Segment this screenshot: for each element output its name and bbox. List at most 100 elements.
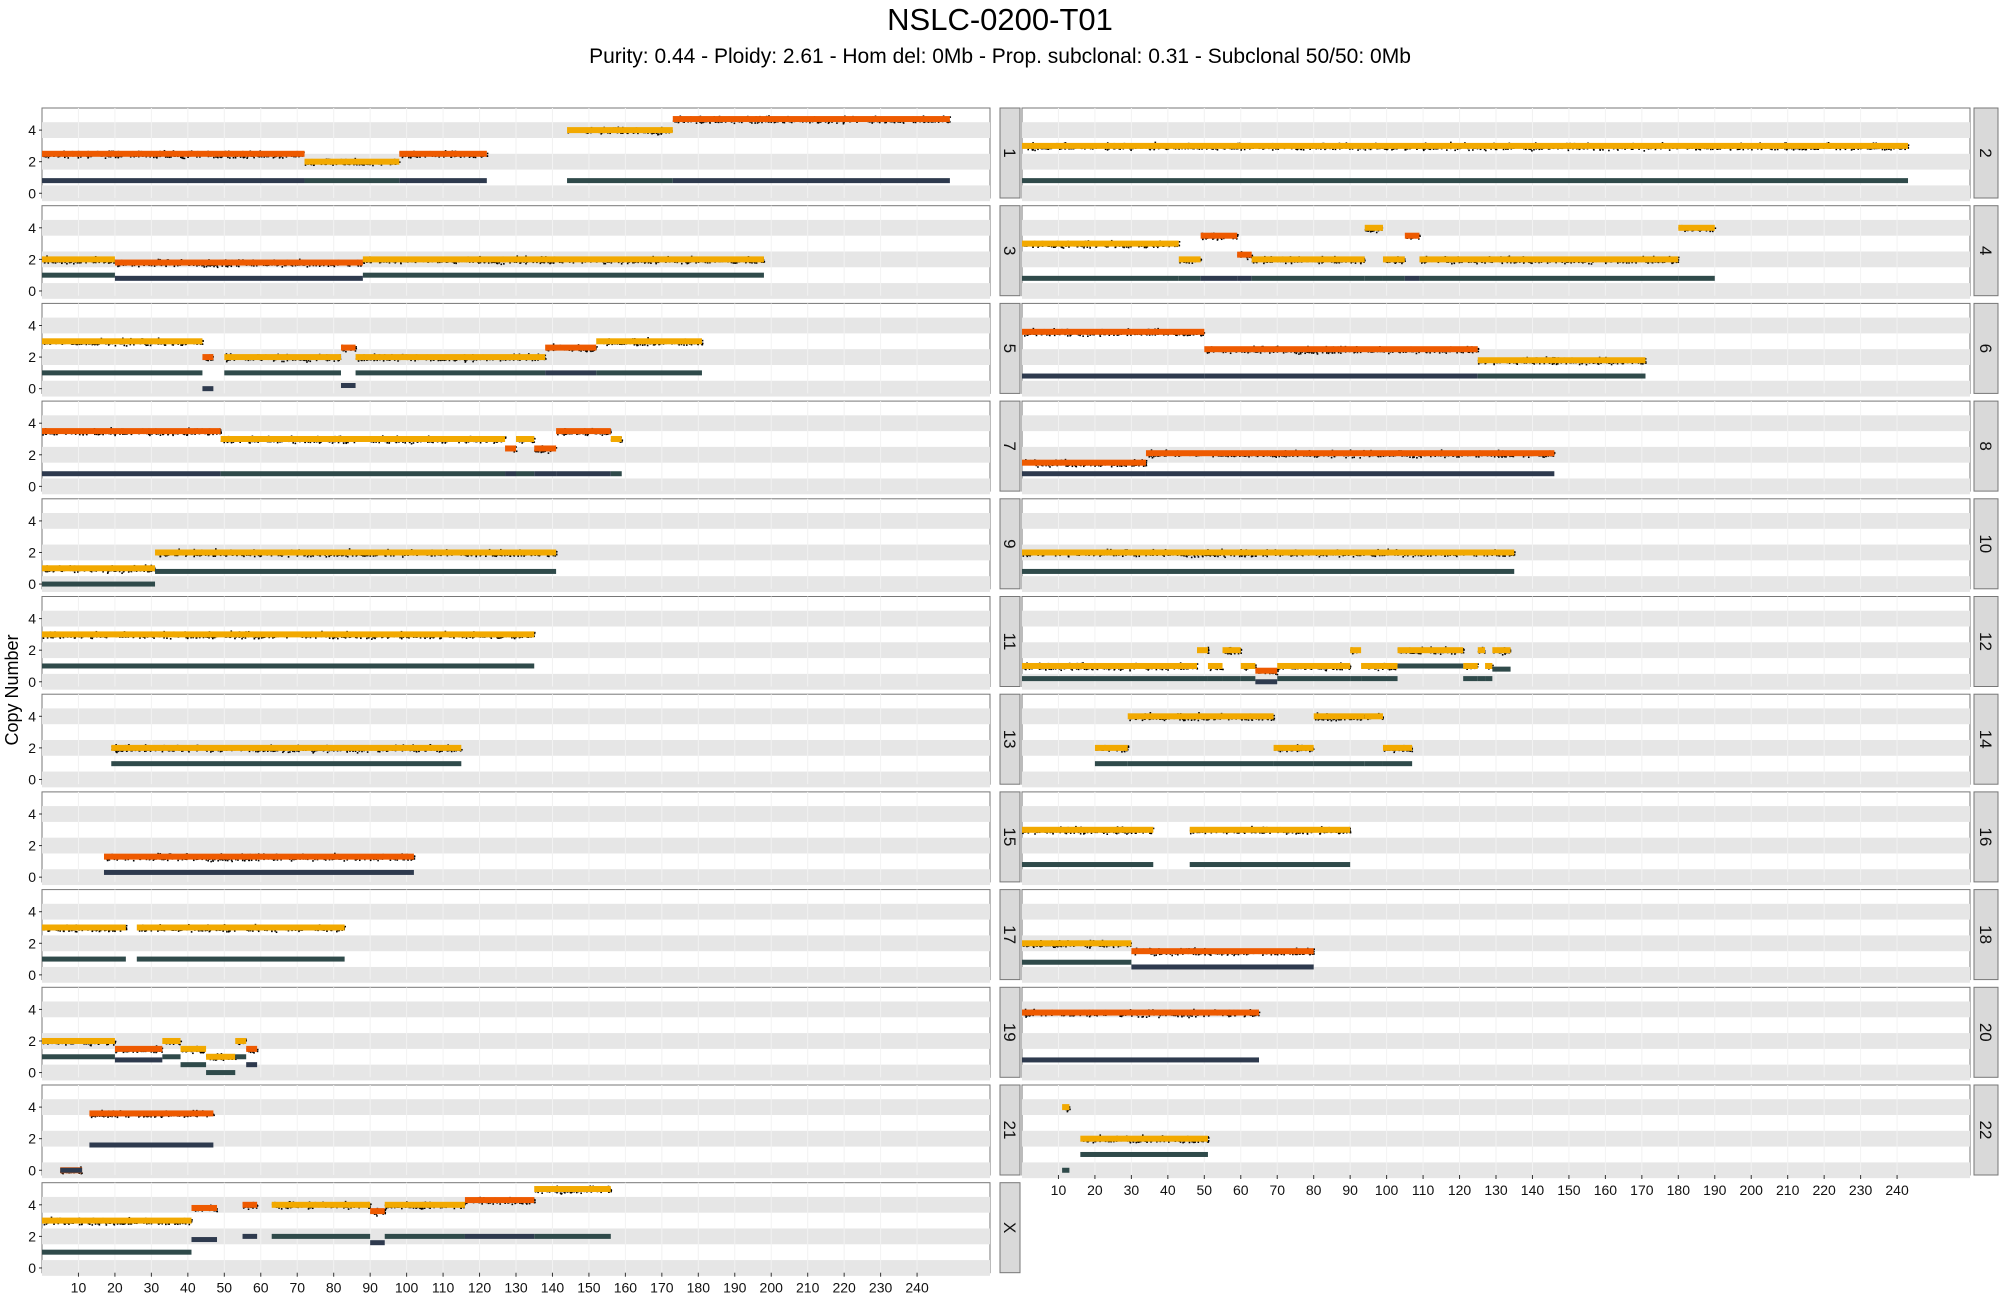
data-point bbox=[828, 121, 831, 123]
data-point bbox=[409, 156, 412, 159]
data-point bbox=[47, 156, 50, 159]
data-point bbox=[1839, 148, 1842, 151]
data-point bbox=[234, 156, 237, 159]
data-point bbox=[885, 121, 888, 124]
data-point bbox=[768, 115, 770, 117]
data-point bbox=[1058, 148, 1061, 150]
data-point bbox=[1786, 148, 1788, 150]
data-point bbox=[1802, 148, 1805, 150]
data-point bbox=[416, 156, 419, 158]
chromosome-label: 1 bbox=[1000, 148, 1019, 157]
data-point bbox=[695, 122, 698, 124]
data-point bbox=[1716, 148, 1719, 150]
data-point bbox=[1661, 142, 1664, 144]
data-point bbox=[782, 121, 784, 124]
data-point bbox=[1699, 148, 1702, 151]
data-point bbox=[791, 121, 793, 124]
data-point bbox=[1643, 150, 1646, 152]
data-point bbox=[773, 121, 776, 124]
data-point bbox=[1850, 149, 1853, 151]
data-point bbox=[117, 156, 120, 159]
data-point bbox=[1456, 148, 1459, 151]
data-point bbox=[163, 149, 166, 152]
data-point bbox=[304, 164, 307, 166]
data-point bbox=[155, 156, 157, 158]
data-point bbox=[164, 156, 167, 158]
data-point bbox=[609, 132, 611, 135]
data-point bbox=[424, 156, 427, 158]
data-point bbox=[1737, 148, 1740, 151]
data-point bbox=[217, 156, 219, 159]
data-point bbox=[1593, 149, 1595, 151]
data-point bbox=[1602, 148, 1604, 151]
data-point bbox=[229, 157, 231, 159]
data-point bbox=[1446, 149, 1448, 151]
data-point bbox=[450, 156, 453, 158]
data-point bbox=[45, 156, 47, 158]
data-point bbox=[1654, 148, 1657, 151]
y-tick-label: 0 bbox=[28, 283, 36, 299]
data-point bbox=[216, 266, 219, 269]
data-point bbox=[761, 121, 763, 124]
data-point bbox=[87, 156, 89, 159]
data-point bbox=[632, 132, 635, 134]
data-point bbox=[899, 121, 902, 123]
data-point bbox=[246, 157, 248, 159]
data-point bbox=[770, 121, 773, 124]
data-point bbox=[183, 157, 186, 160]
data-point bbox=[104, 157, 107, 159]
minor-cn-segment bbox=[304, 178, 400, 184]
data-point bbox=[709, 122, 711, 124]
y-axis-label: Copy Number bbox=[2, 634, 22, 745]
data-point bbox=[401, 156, 404, 159]
data-point bbox=[1533, 148, 1535, 151]
data-point bbox=[279, 156, 281, 158]
data-point bbox=[182, 157, 184, 160]
data-point bbox=[1262, 148, 1264, 150]
data-point bbox=[1324, 148, 1326, 151]
data-point bbox=[354, 157, 357, 160]
data-point bbox=[1429, 148, 1432, 151]
chart-title: NSLC-0200-T01 bbox=[887, 2, 1113, 37]
data-point bbox=[215, 156, 217, 158]
data-point bbox=[626, 132, 629, 135]
data-point bbox=[878, 121, 881, 124]
data-point bbox=[1647, 148, 1650, 150]
data-point bbox=[1817, 148, 1820, 151]
data-point bbox=[1505, 148, 1507, 150]
data-point bbox=[361, 163, 364, 166]
data-point bbox=[620, 132, 622, 134]
data-point bbox=[153, 156, 155, 159]
data-point bbox=[156, 157, 158, 159]
data-point bbox=[947, 121, 949, 124]
data-point bbox=[1240, 149, 1243, 151]
data-point bbox=[253, 156, 255, 159]
data-point bbox=[1468, 149, 1470, 152]
data-point bbox=[1695, 148, 1698, 151]
data-point bbox=[285, 155, 288, 158]
data-point bbox=[702, 121, 704, 124]
data-point bbox=[272, 156, 275, 159]
total-cn-segment bbox=[399, 150, 487, 157]
data-point bbox=[243, 156, 246, 158]
data-point bbox=[225, 265, 227, 268]
data-point bbox=[1130, 149, 1132, 152]
data-point bbox=[263, 156, 266, 158]
data-point bbox=[114, 156, 117, 159]
data-point bbox=[1205, 148, 1208, 150]
data-point bbox=[1432, 148, 1435, 150]
data-point bbox=[751, 122, 753, 124]
data-point bbox=[1827, 142, 1830, 144]
data-point bbox=[655, 132, 658, 135]
data-point bbox=[480, 156, 483, 158]
data-point bbox=[1364, 149, 1367, 151]
data-point bbox=[923, 121, 925, 124]
y-tick-label: 0 bbox=[28, 185, 36, 201]
data-point bbox=[1774, 148, 1776, 151]
data-point bbox=[783, 121, 786, 124]
data-point bbox=[637, 132, 639, 135]
data-point bbox=[1277, 148, 1280, 150]
data-point bbox=[949, 116, 952, 118]
